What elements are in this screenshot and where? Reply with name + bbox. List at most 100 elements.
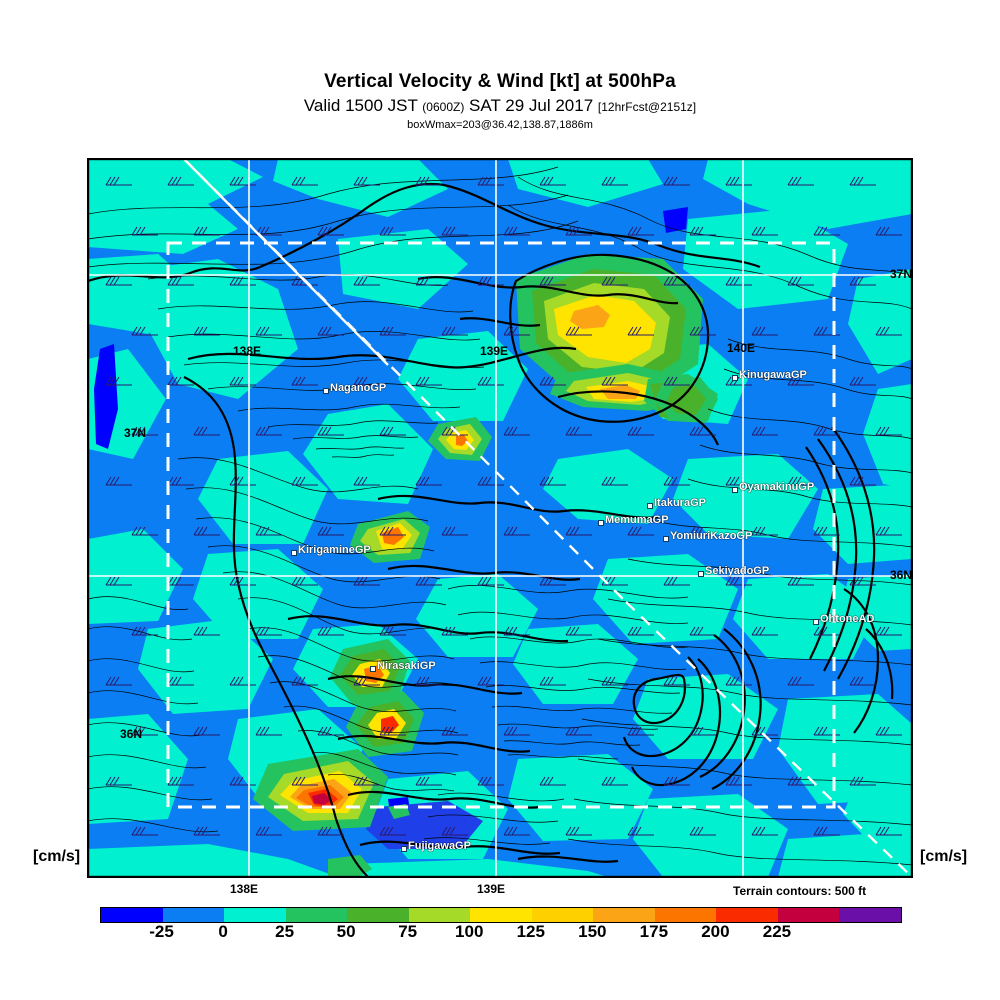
wind-barb xyxy=(565,426,592,436)
wind-barb xyxy=(663,276,690,286)
wind-barb xyxy=(105,376,132,386)
wind-barb xyxy=(627,426,654,436)
wind-barb xyxy=(317,626,344,636)
wind-barb xyxy=(663,676,690,686)
wind-barb xyxy=(725,276,752,286)
station-marker[interactable] xyxy=(663,536,669,542)
field-green-pockets xyxy=(328,804,410,877)
wind-barb xyxy=(627,626,654,636)
wind-barb xyxy=(813,326,840,336)
colorbar-segment xyxy=(777,908,840,922)
colorbar-segment xyxy=(470,908,532,922)
wind-barb xyxy=(503,526,530,536)
lon-label-138e-bottom: 138E xyxy=(230,882,259,896)
colorbar-tick: -25 xyxy=(149,922,174,941)
station-marker[interactable] xyxy=(698,571,704,577)
wind-barb xyxy=(105,576,132,586)
wind-barb xyxy=(415,176,442,186)
hotspot-green-cell xyxy=(654,377,718,423)
wind-barb xyxy=(415,476,442,486)
wind-barb xyxy=(601,376,628,386)
wind-barb xyxy=(565,726,592,736)
station-marker[interactable] xyxy=(732,487,738,493)
wind-barb xyxy=(751,426,778,436)
wind-barb xyxy=(787,576,814,586)
wind-barb xyxy=(601,676,628,686)
station-marker[interactable] xyxy=(401,846,407,852)
wind-barb xyxy=(875,326,902,336)
boxwmax-annotation: boxWmax=203@36.42,138.87,1886m xyxy=(407,119,593,131)
colorbar[interactable] xyxy=(100,907,902,923)
wind-barb xyxy=(627,726,654,736)
map-plot-area[interactable]: 138E 139E 140E 37N 36N NaganoGP KinugawaG… xyxy=(87,158,913,878)
wind-barb xyxy=(725,476,752,486)
wind-barb xyxy=(131,426,158,436)
wind-barb xyxy=(353,176,380,186)
lon-label-139e-top: 139E xyxy=(480,344,509,358)
wind-barb xyxy=(131,726,158,736)
wind-barb xyxy=(317,726,344,736)
wind-barb xyxy=(291,476,318,486)
wind-barb xyxy=(725,576,752,586)
wind-barb xyxy=(229,776,256,786)
wind-barb xyxy=(229,476,256,486)
terrain-contour-note: Terrain contours: 500 ft xyxy=(733,884,867,898)
wind-barb xyxy=(725,176,752,186)
wind-barb xyxy=(317,326,344,336)
wind-barb xyxy=(751,326,778,336)
wind-barb xyxy=(441,226,468,236)
wind-barb xyxy=(415,376,442,386)
wind-barb xyxy=(291,276,318,286)
units-label-left: [cm/s] xyxy=(33,848,81,865)
wind-barb xyxy=(353,776,380,786)
colorbar-segment xyxy=(285,908,348,922)
wind-barb xyxy=(229,576,256,586)
wind-barb xyxy=(167,776,194,786)
hotspot-south-chain xyxy=(253,639,424,831)
lat-label-37n-right: 37N xyxy=(890,267,913,281)
wind-barb xyxy=(193,226,220,236)
wind-barb xyxy=(229,276,256,286)
wind-barb xyxy=(787,476,814,486)
wind-barb xyxy=(875,426,902,436)
wind-barb xyxy=(539,576,566,586)
wind-barb xyxy=(565,326,592,336)
wind-barb xyxy=(291,376,318,386)
wind-barb xyxy=(751,626,778,636)
wind-barb xyxy=(813,426,840,436)
station-marker[interactable] xyxy=(732,375,738,381)
lat-label-36n-right: 36N xyxy=(890,568,913,582)
wind-barb xyxy=(503,226,530,236)
units-label-right: [cm/s] xyxy=(920,848,968,865)
wind-barb xyxy=(105,276,132,286)
wind-barb xyxy=(787,376,814,386)
station-marker[interactable] xyxy=(370,666,376,672)
station-marker[interactable] xyxy=(291,550,297,556)
latlon-grid xyxy=(88,159,912,877)
wind-barb xyxy=(725,776,752,786)
station-marker[interactable] xyxy=(598,520,604,526)
wind-barb xyxy=(167,376,194,386)
wind-barb xyxy=(255,526,282,536)
wind-barb xyxy=(353,476,380,486)
wind-barb xyxy=(689,326,716,336)
wind-barb xyxy=(477,776,504,786)
wind-barb xyxy=(875,226,902,236)
wind-barb xyxy=(503,326,530,336)
station-marker[interactable] xyxy=(813,619,819,625)
wind-barb xyxy=(849,776,876,786)
wind-barb xyxy=(663,576,690,586)
station-marker[interactable] xyxy=(323,388,329,394)
wind-barb xyxy=(601,776,628,786)
wind-barb xyxy=(787,176,814,186)
wind-barb xyxy=(317,826,344,836)
colorbar-tick: 75 xyxy=(398,922,418,941)
dashed-domain-box xyxy=(166,241,836,809)
wind-barb xyxy=(689,626,716,636)
wind-barb xyxy=(167,476,194,486)
dashed-swath-lines xyxy=(183,159,912,877)
colorbar-tick: 175 xyxy=(639,922,669,941)
station-marker[interactable] xyxy=(647,503,653,509)
solid-swath-line xyxy=(183,159,389,366)
wind-barb xyxy=(255,226,282,236)
